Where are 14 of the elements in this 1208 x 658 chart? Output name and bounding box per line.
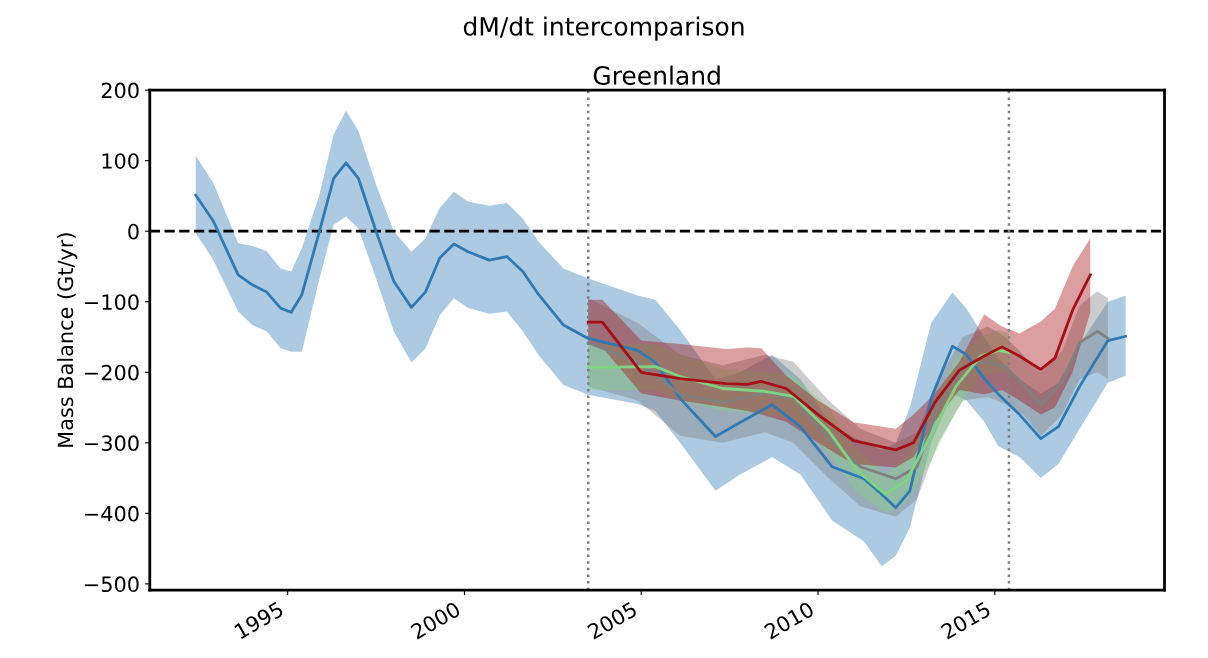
y-axis-title: Mass Balance (Gt/yr): [57, 233, 78, 447]
y-tick-label: −400: [85, 505, 139, 522]
line-series: [194, 161, 1128, 510]
chart-subtitle: Greenland: [593, 65, 720, 85]
y-tick-label: −200: [85, 364, 139, 381]
y-tick-label: 200: [101, 82, 139, 99]
line-series: [586, 349, 1011, 496]
y-tick-label: −100: [85, 294, 139, 310]
chart-title: dM/dt intercomparison: [463, 16, 744, 41]
y-tick-label: −300: [85, 435, 139, 452]
line-series: [586, 273, 1092, 452]
y-tick-label: 100: [102, 153, 139, 169]
y-tick-label: −500: [85, 576, 139, 593]
y-tick-label: 0: [128, 223, 139, 240]
